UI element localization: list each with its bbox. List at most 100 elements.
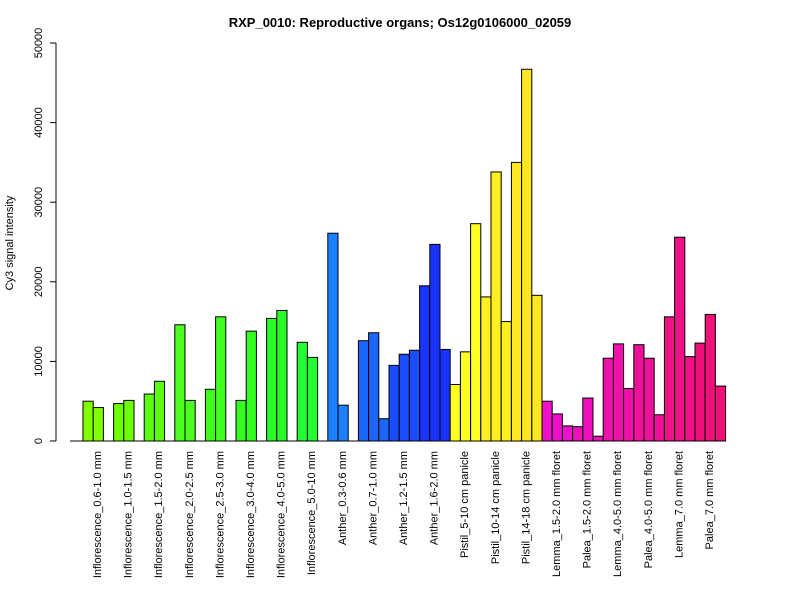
bar [408,349,421,442]
bar-group [572,397,604,442]
x-category-label: Anther_1.6-2.0 mm [429,451,441,545]
bar [470,223,482,442]
bar [551,413,563,442]
bar [623,387,635,442]
bar [459,351,472,442]
bar [633,344,645,442]
bar [337,404,349,442]
bar-group [480,171,512,442]
bar [684,356,696,442]
y-tick-label: 40000 [33,107,45,138]
bar [368,332,380,442]
x-category-label: Pistil_14-18 cm panicle [520,451,532,564]
x-category-label: Lemma_1.5-2.0 mm floret [551,451,563,577]
x-category-label: Anther_1.2-1.5 mm [398,451,410,545]
bar [449,383,461,442]
bar-group [510,68,543,442]
bar-group [357,332,390,442]
x-category-label: Lemma_7.0 mm floret [673,451,685,558]
x-category-label: Palea_7.0 mm floret [704,451,716,549]
bar-group [663,236,696,442]
bar [674,236,686,442]
bar [92,407,104,442]
bar-group [235,330,257,442]
bar [521,68,533,442]
bar [643,357,655,442]
category-labels: Inflorescence_0.6-1.0 mm Inflorescence_1.… [92,451,716,578]
bars-group [82,68,727,442]
bar [653,414,665,442]
x-category-label: Inflorescence_0.6-1.0 mm [92,451,104,578]
bar [378,418,390,442]
bar [480,296,492,442]
bar-group [633,344,665,442]
bar [276,309,288,442]
x-category-label: Lemma_4.0-5.0 mm floret [612,451,624,577]
bar [82,400,94,442]
x-category-label: Inflorescence_2.5-3.0 mm [214,451,226,578]
x-category-label: Pistil_5-10 cm panicle [459,451,471,558]
bar [388,364,400,442]
bar-group [327,232,349,442]
bar [357,340,370,442]
bar-group [602,343,635,442]
bar [541,400,553,442]
bar-group [204,316,227,442]
bar [215,316,227,442]
bar [153,380,166,442]
bar [490,171,502,442]
bar [531,294,543,442]
x-category-label: Pistil_10-14 cm panicle [490,451,502,564]
y-tick-label: 10000 [33,346,45,377]
bar-group [113,399,135,442]
y-tick-label: 20000 [33,267,45,298]
x-category-label: Palea_1.5-2.0 mm floret [582,451,594,568]
x-category-label: Anther_0.3-0.6 mm [337,451,349,545]
bar-group [449,223,482,442]
x-category-label: Palea_4.0-5.0 mm floret [643,451,655,568]
bar [235,399,247,442]
bar [510,161,523,442]
x-category-label: Inflorescence_3.0-4.0 mm [245,451,257,578]
bar [694,342,706,442]
bar [184,399,196,442]
bar-group [541,400,574,442]
bar [714,385,727,442]
bar [419,285,431,442]
bar-group [82,400,104,442]
bar [704,313,716,442]
bar-group [388,349,421,442]
bar [439,348,451,442]
x-category-label: Inflorescence_2.0-2.5 mm [184,451,196,578]
bar [561,425,574,442]
x-category-label: Inflorescence_5.0-10 mm [306,451,318,575]
y-tick-label: 50000 [33,28,45,59]
x-category-label: Inflorescence_1.0-1.5 mm [123,451,135,578]
bar [266,317,278,442]
bar [143,393,155,442]
x-category-label: Inflorescence_4.0-5.0 mm [276,451,288,578]
bar [174,324,186,442]
bar-group [174,324,196,442]
bar [500,321,512,442]
bar [245,330,257,442]
bar-group [266,309,288,442]
y-tick-label: 0 [33,438,45,444]
bar-group [694,313,727,442]
bar [327,232,339,442]
bar [113,403,125,442]
bar [429,243,441,442]
bar [572,426,584,442]
bar [663,316,676,442]
bar-group [143,380,166,442]
y-axis: 0 10000 20000 30000 40000 50000 [33,28,57,444]
bar [612,343,625,442]
y-axis-label: Cy3 signal intensity [4,195,16,290]
x-category-label: Anther_0.7-1.0 mm [367,451,379,545]
bar [296,341,308,442]
chart-title: RXP_0010: Reproductive organs; Os12g0106… [229,15,572,30]
bar-group [419,243,451,442]
x-category-label: Inflorescence_1.5-2.0 mm [153,451,165,578]
bar [204,388,217,442]
